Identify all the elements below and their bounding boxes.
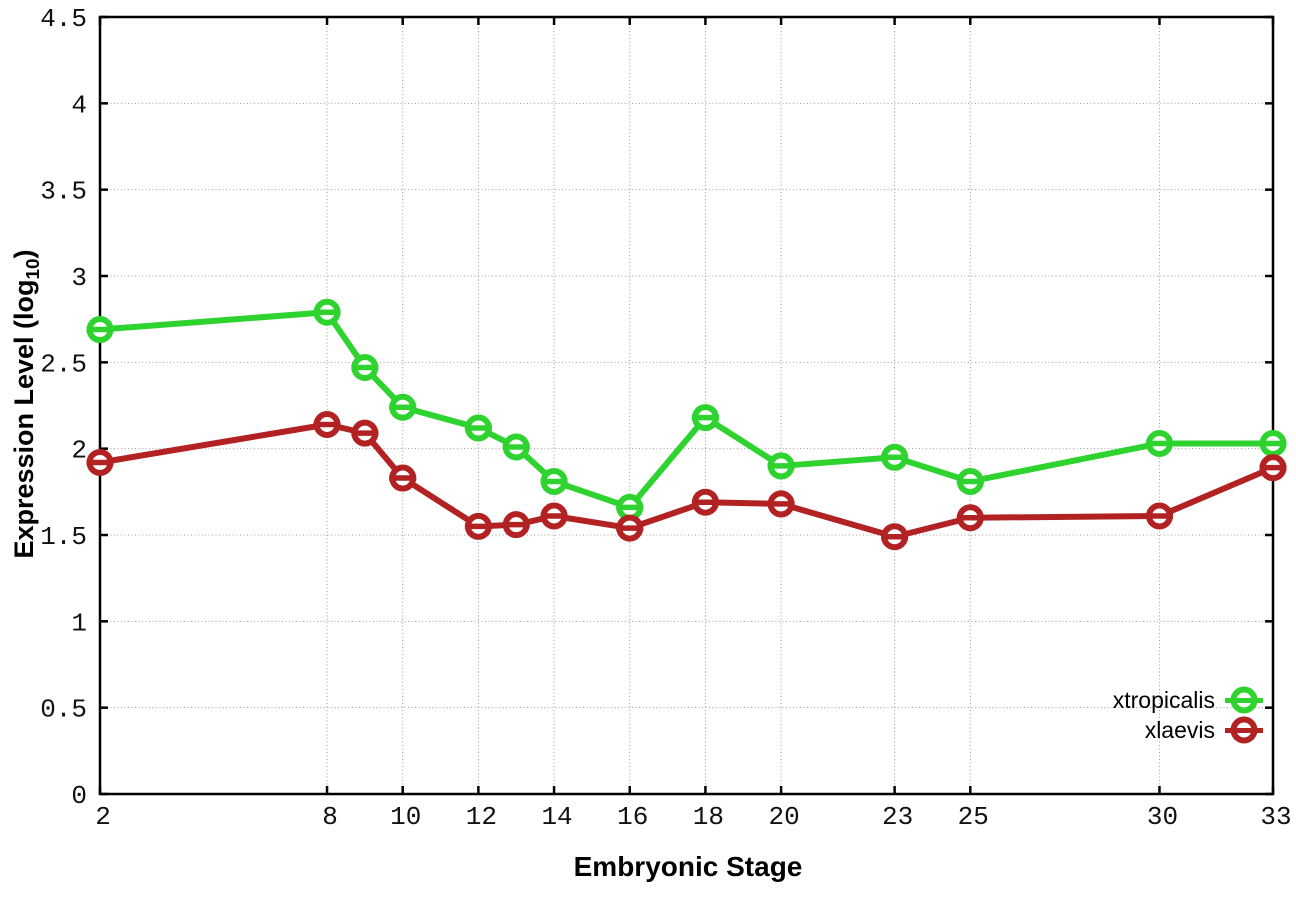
y-axis-title-subscript: 10 <box>23 258 45 280</box>
x-tick-label: 23 <box>882 802 913 832</box>
x-tick-label: 10 <box>390 802 421 832</box>
x-tick-label: 2 <box>95 802 111 832</box>
y-tick-label: 1.5 <box>40 522 87 552</box>
x-tick-label: 20 <box>768 802 799 832</box>
y-tick-label: 0 <box>71 781 87 811</box>
y-tick-label: 0.5 <box>40 695 87 725</box>
x-tick-label: 14 <box>541 802 572 832</box>
x-tick-label: 16 <box>617 802 648 832</box>
x-tick-label: 12 <box>466 802 497 832</box>
legend-error-cap <box>1230 727 1258 733</box>
y-axis-title-close: ) <box>8 249 39 259</box>
x-tick-label: 8 <box>322 802 338 832</box>
y-tick-label: 4 <box>71 90 87 120</box>
y-axis-title-text: Expression Level (log <box>8 279 39 559</box>
y-tick-label: 3 <box>71 263 87 293</box>
y-tick-label: 2.5 <box>40 349 87 379</box>
x-tick-label: 25 <box>958 802 989 832</box>
legend-item-xtropicalis: xtropicalis <box>1113 686 1263 714</box>
x-tick-label: 33 <box>1260 802 1291 832</box>
legend-marker-xlaevis <box>1225 716 1263 744</box>
legend-label-xlaevis: xlaevis <box>1144 716 1215 743</box>
legend-item-xlaevis: xlaevis <box>1145 716 1263 744</box>
y-tick-label: 2 <box>71 436 87 466</box>
legend-label-xtropicalis: xtropicalis <box>1112 686 1215 713</box>
series-line-xtropicalis <box>99 309 1273 511</box>
legend-marker-xtropicalis <box>1225 686 1263 714</box>
y-tick-label: 3.5 <box>40 177 87 207</box>
x-tick-label: 30 <box>1147 802 1178 832</box>
legend-error-cap <box>1230 697 1258 703</box>
y-tick-label: 1 <box>71 608 87 638</box>
plot-border <box>98 15 1275 796</box>
x-axis-title: Embryonic Stage <box>573 851 803 882</box>
x-tick-label: 18 <box>693 802 724 832</box>
y-tick-label: 4.5 <box>40 4 87 34</box>
legend: xtropicalis xlaevis <box>1113 686 1263 744</box>
y-axis-title: Expression Level (log10) <box>9 249 45 558</box>
